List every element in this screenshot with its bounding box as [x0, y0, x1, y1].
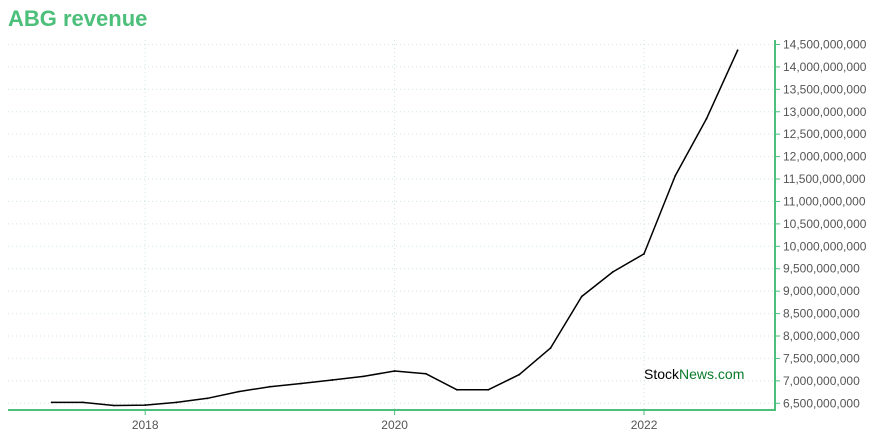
y-tick-label: 9,500,000,000: [783, 262, 860, 276]
y-tick-label: 12,000,000,000: [783, 150, 867, 164]
y-axis-ticks: 6,500,000,000 7,000,000,000 7,500,000,000 8…: [775, 37, 867, 410]
y-tick-label: 11,000,000,000: [783, 194, 866, 208]
data-point: [144, 404, 147, 406]
data-point: [175, 401, 178, 404]
y-tick-label: 10,000,000,000: [783, 239, 867, 253]
y-tick-label: 7,000,000,000: [783, 374, 860, 388]
y-tick-label: 13,000,000,000: [783, 105, 867, 119]
data-point: [736, 49, 739, 52]
watermark-part1: Stock: [644, 366, 680, 382]
data-point: [705, 118, 708, 120]
data-point: [580, 295, 583, 298]
y-tick-label: 10,500,000,000: [783, 217, 867, 231]
y-tick-label: 13,500,000,000: [783, 82, 867, 96]
data-point: [300, 382, 302, 385]
chart-title: ABG revenue: [8, 6, 148, 31]
data-point: [643, 253, 645, 255]
data-point: [237, 390, 240, 393]
data-point: [331, 379, 334, 381]
data-point: [269, 385, 271, 388]
x-tick-label: 2018: [132, 418, 159, 432]
data-point: [518, 373, 521, 376]
grid-lines: [8, 40, 775, 410]
axes: [8, 40, 776, 411]
data-point: [81, 401, 84, 404]
y-tick-label: 8,500,000,000: [783, 307, 860, 321]
data-point: [611, 270, 614, 273]
y-tick-label: 14,500,000,000: [783, 37, 867, 51]
stocknews-watermark: StockNews.com: [644, 366, 744, 382]
data-point: [393, 370, 396, 372]
data-point: [113, 404, 115, 407]
y-tick-label: 14,000,000,000: [783, 60, 867, 74]
watermark-part2: News: [679, 366, 714, 382]
y-tick-label: 9,000,000,000: [783, 284, 860, 298]
x-axis-ticks: 2018 2020 2022: [132, 410, 658, 432]
data-point: [456, 388, 458, 391]
y-tick-label: 6,500,000,000: [783, 396, 860, 410]
y-tick-label: 8,000,000,000: [783, 329, 860, 343]
data-point: [487, 388, 490, 391]
data-point: [549, 347, 552, 350]
data-point: [424, 372, 427, 375]
data-point: [50, 401, 53, 404]
y-tick-label: 11,500,000,000: [783, 172, 866, 186]
x-tick-label: 2022: [631, 418, 658, 432]
data-point: [674, 174, 677, 177]
data-point: [362, 375, 365, 378]
x-tick-label: 2020: [381, 418, 408, 432]
data-point: [206, 397, 209, 400]
watermark-part3: .com: [714, 366, 744, 382]
series-layer: [50, 49, 739, 407]
y-tick-label: 12,500,000,000: [783, 127, 867, 141]
y-tick-label: 7,500,000,000: [783, 351, 860, 365]
